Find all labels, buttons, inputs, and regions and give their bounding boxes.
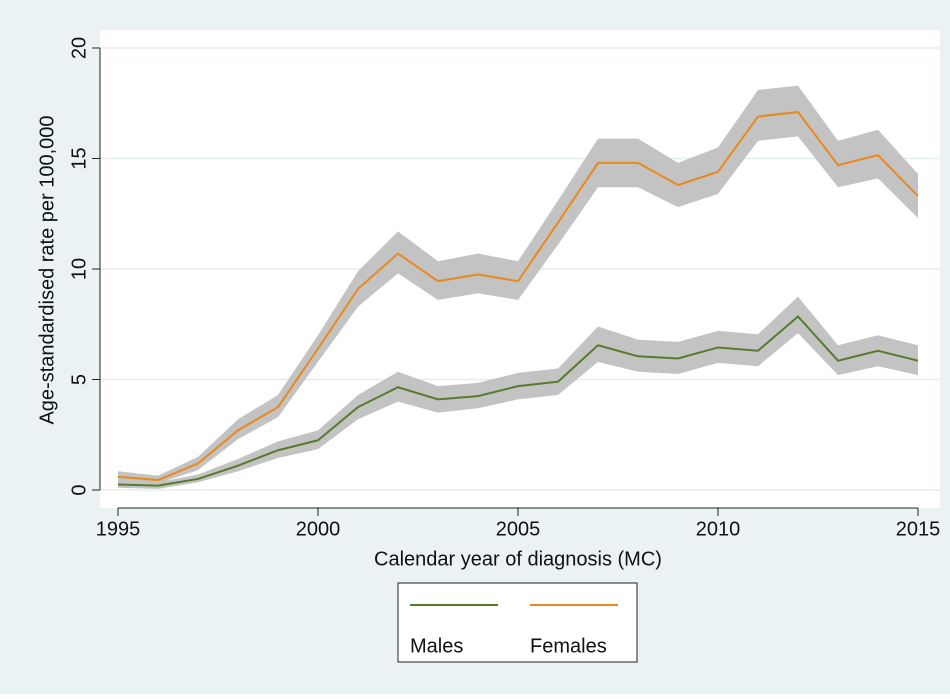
y-tick-label: 20 <box>68 37 90 59</box>
y-axis-title: Age-standardised rate per 100,000 <box>36 115 58 424</box>
x-axis-title: Calendar year of diagnosis (MC) <box>374 548 662 570</box>
series-line <box>117 111 919 482</box>
confidence-band <box>118 85 918 484</box>
y-tick-label: 5 <box>68 374 90 385</box>
x-tick-label: 2005 <box>496 518 541 540</box>
y-tick-label: 15 <box>68 147 90 169</box>
x-tick-label: 2015 <box>896 518 941 540</box>
y-tick-label: 0 <box>68 484 90 495</box>
series-line <box>117 315 919 487</box>
x-tick-label: 2000 <box>296 518 341 540</box>
x-tick-label: 2010 <box>696 518 741 540</box>
legend-label: Males <box>410 635 463 657</box>
legend-label: Females <box>530 635 607 657</box>
x-tick-label: 1995 <box>96 518 141 540</box>
legend <box>397 582 638 663</box>
y-tick-label: 10 <box>68 258 90 280</box>
